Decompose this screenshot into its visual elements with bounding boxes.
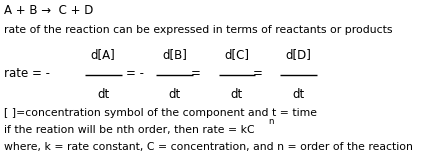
Text: d[C]: d[C] xyxy=(224,48,250,61)
Text: n: n xyxy=(268,117,273,126)
Text: d[A]: d[A] xyxy=(91,48,115,61)
Text: =: = xyxy=(191,67,201,80)
Text: = -: = - xyxy=(126,67,144,80)
Text: d[B]: d[B] xyxy=(162,48,187,61)
Text: dt: dt xyxy=(231,88,243,101)
Text: [ ]=concentration symbol of the component and t = time: [ ]=concentration symbol of the componen… xyxy=(4,108,317,118)
Text: =: = xyxy=(253,67,263,80)
Text: if the reation will be nth order, then rate = kC: if the reation will be nth order, then r… xyxy=(4,125,255,135)
Text: dt: dt xyxy=(97,88,109,101)
Text: dt: dt xyxy=(168,88,181,101)
Text: where, k = rate constant, C = concentration, and n = order of the reaction: where, k = rate constant, C = concentrat… xyxy=(4,142,413,152)
Text: d[D]: d[D] xyxy=(286,48,311,61)
Text: A + B →  C + D: A + B → C + D xyxy=(4,4,94,16)
Text: rate = -: rate = - xyxy=(4,67,50,80)
Text: rate of the reaction can be expressed in terms of reactants or products: rate of the reaction can be expressed in… xyxy=(4,25,393,35)
Text: dt: dt xyxy=(292,88,305,101)
